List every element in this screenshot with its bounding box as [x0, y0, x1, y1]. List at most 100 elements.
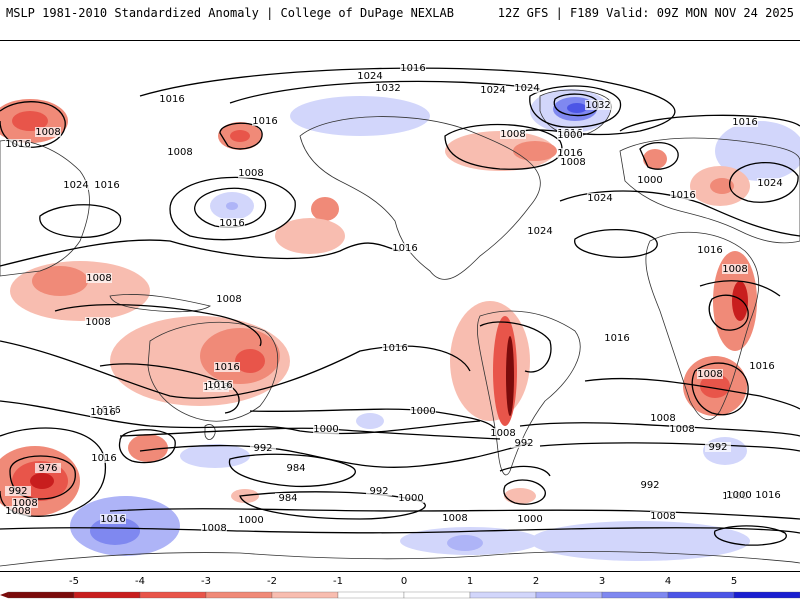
isobar-label-bg	[313, 424, 339, 434]
anomaly-neg-scandinavia	[643, 149, 667, 169]
isobar-label-bg	[91, 453, 117, 463]
isobar-label: 1000	[313, 424, 338, 435]
isobar-label-bg	[94, 180, 120, 190]
north-america-coast	[299, 116, 541, 280]
isobar-label-bg	[480, 85, 506, 95]
isobar-label: 1016	[219, 218, 244, 229]
isobar-label-bg	[560, 157, 586, 167]
anomaly-neg-europe	[715, 121, 800, 181]
isobar-label-bg	[697, 369, 723, 379]
isobar-label: 1016	[252, 116, 277, 127]
isobar-label-bg	[637, 480, 663, 490]
isobar-label: 1016	[670, 190, 695, 201]
isobar-label: 1008	[669, 424, 694, 435]
isobar-label: 1024	[587, 193, 612, 204]
isobar-label: 1016	[392, 243, 417, 254]
isobar-label: 1016	[732, 117, 757, 128]
isobar-label-bg	[527, 226, 553, 236]
isobar-label-bg	[238, 168, 264, 178]
isobar-1008-s-ocean-e	[519, 422, 800, 437]
isobar-label: 1016	[382, 343, 407, 354]
isobar-label-bg	[214, 362, 240, 372]
anomaly-neg-nw-pacific-core	[12, 111, 48, 131]
isobar-label-bg	[357, 71, 383, 81]
isobar-label: 1024	[757, 178, 782, 189]
colorbar-tick-label: -1	[333, 576, 343, 587]
isobar-label: 1024	[527, 226, 552, 237]
isobars	[0, 67, 800, 546]
isobar-label-bg	[283, 463, 309, 473]
isobar-label: 1016	[755, 490, 780, 501]
isobar-1024-siberia	[729, 162, 799, 203]
isobar-1016-hudson	[444, 123, 563, 170]
isobar-1016-europe	[619, 114, 800, 132]
isobar-label-bg	[726, 490, 752, 500]
anomaly-pos-s-atlantic-core	[447, 535, 483, 551]
colorbar-tick-label: -3	[201, 576, 211, 587]
isobar-label: 1016	[159, 94, 184, 105]
isobar-label: 1008	[201, 523, 226, 534]
isobar-992-s-ocean	[139, 442, 531, 468]
isobar-label-bg	[250, 443, 276, 453]
isobar-label: 992	[8, 486, 27, 497]
isobar-1016-pacific-band	[0, 239, 401, 267]
isobar-1016-africa-e	[699, 280, 781, 297]
isobar-label: 1024	[63, 180, 88, 191]
isobar-1016-tasman	[118, 429, 176, 464]
anomaly-neg-indonesia-core	[32, 266, 88, 296]
anomaly-neg-s-indian-core	[30, 473, 54, 489]
isobar-label: 976	[38, 463, 57, 474]
isobar-1008-siberia	[219, 122, 263, 150]
isobar-label-bg	[100, 514, 126, 524]
isobar-label-bg	[167, 147, 193, 157]
colorbar-tick-label: 4	[664, 576, 672, 587]
isobar-label: 1024	[357, 71, 382, 82]
isobar-label: 1016	[697, 245, 722, 256]
isobar-1008-africa	[708, 294, 749, 331]
anomaly-pos-s-pacific-small	[356, 413, 384, 429]
isobar-1016-andes	[479, 321, 552, 373]
isobar-label: 984	[278, 493, 297, 504]
isobar-984-low	[228, 453, 356, 488]
isobar-label-bg	[216, 294, 242, 304]
colorbar-segment	[469, 591, 537, 599]
colorbar-segment	[271, 591, 339, 599]
colorbar-segment	[601, 591, 669, 599]
isobar-label: 1016	[100, 514, 125, 525]
isobar-label-bg	[490, 428, 516, 438]
isobar-1008-antarctic	[0, 527, 800, 534]
isobar-label-bg	[90, 407, 116, 417]
isobar-label: 992	[640, 480, 659, 491]
anomaly-neg-canada-core	[513, 141, 557, 161]
isobar-label-bg	[669, 424, 695, 434]
anomaly-neg-australia-inner	[235, 349, 265, 373]
anomaly-pos-arctic	[290, 96, 430, 136]
isobar-label: 1016	[94, 180, 119, 191]
new-zealand-coast	[204, 424, 216, 440]
isobar-label: 1032	[375, 83, 400, 94]
isobar-label: 1008	[500, 129, 525, 140]
isobar-1000-s-ocean	[119, 427, 501, 440]
isobar-label: 1008	[442, 513, 467, 524]
isobar-label-bg	[500, 129, 526, 139]
anomaly-map[interactable]: 1016 1024 1032 1024 1016 1016 1008 1016 1008 1024…	[0, 40, 800, 572]
isobar-label-bg	[5, 486, 31, 496]
anomaly-shading	[0, 89, 800, 561]
map-title: MSLP 1981-2010 Standardized Anomaly | Co…	[6, 6, 454, 20]
isobar-label: 1016	[604, 333, 629, 344]
isobar-1000-europe	[639, 142, 679, 170]
isobar-label: 1000	[398, 493, 423, 504]
colorbar-segment	[733, 591, 800, 599]
isobar-1016-n-pacific	[169, 176, 296, 241]
isobar-1032-greenland	[553, 93, 599, 117]
africa-coast	[645, 231, 760, 421]
isobar-label: 1016	[557, 148, 582, 159]
isobar-label-bg	[5, 139, 31, 149]
isobar-label: 1008	[86, 273, 111, 284]
anomaly-neg-n-pacific-2	[311, 197, 339, 221]
anomaly-pos-s-ocean-e	[530, 521, 750, 561]
isobar-1008-s-ocean	[0, 400, 481, 435]
colorbar-tick-label: 1	[466, 576, 474, 587]
anomaly-neg-andes-inner	[506, 336, 514, 416]
